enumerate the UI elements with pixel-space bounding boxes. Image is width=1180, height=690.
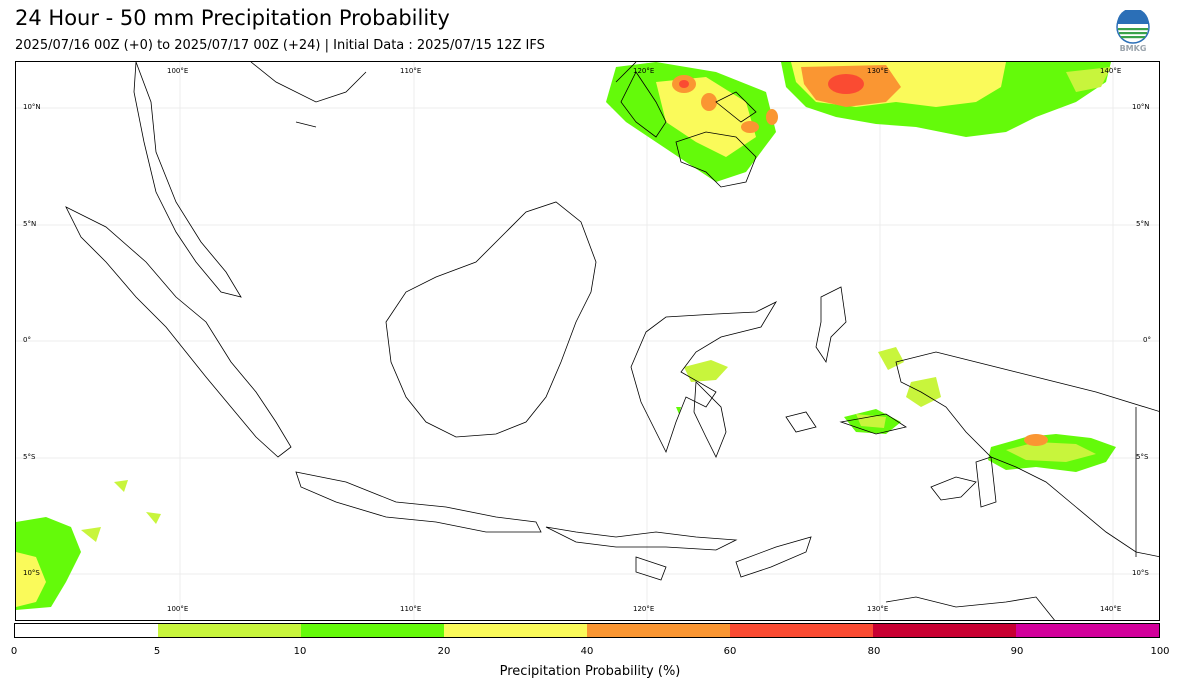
lon-tick-bottom-1: 100°E: [167, 605, 189, 613]
coastlines: [65, 62, 1159, 620]
colorbar-tick: 10: [293, 646, 307, 657]
lat-tick-left-1: 10°N: [23, 103, 41, 111]
chart-subtitle: 2025/07/16 00Z (+0) to 2025/07/17 00Z (+…: [15, 38, 545, 53]
lat-tick-right-2: 5°N: [1136, 220, 1150, 228]
lat-tick-right-5: 10°S: [1132, 569, 1149, 577]
colorbar-tick: 100: [1150, 646, 1170, 657]
colorbar-tick: 60: [723, 646, 737, 657]
lon-tick-top-3: 120°E: [633, 67, 655, 75]
lon-tick-top-4: 130°E: [867, 67, 889, 75]
bmkg-logo-icon: [1116, 10, 1150, 44]
colorbar: [14, 623, 1160, 638]
colorbar-bin-20-40: [444, 624, 587, 637]
lon-tick-bottom-4: 130°E: [867, 605, 889, 613]
lat-tick-left-5: 10°S: [23, 569, 40, 577]
colorbar-bin-5-10: [158, 624, 301, 637]
lon-tick-top-1: 100°E: [167, 67, 189, 75]
lon-tick-bottom-2: 110°E: [400, 605, 422, 613]
colorbar-tick: 40: [580, 646, 594, 657]
lon-tick-top-5: 140°E: [1100, 67, 1122, 75]
lat-tick-left-4: 5°S: [23, 453, 36, 461]
colorbar-tick: 5: [153, 646, 161, 657]
colorbar-tick: 0: [10, 646, 18, 657]
lat-tick-right-3: 0°: [1143, 336, 1151, 344]
lon-tick-bottom-5: 140°E: [1100, 605, 1122, 613]
lat-tick-right-4: 5°S: [1136, 453, 1149, 461]
graticule: [16, 62, 1159, 620]
lat-tick-right-1: 10°N: [1132, 103, 1150, 111]
logo-text: BMKG: [1119, 44, 1147, 53]
colorbar-bin-40-60: [587, 624, 730, 637]
colorbar-label: Precipitation Probability (%): [499, 664, 681, 679]
colorbar-bin-10-20: [301, 624, 444, 637]
colorbar-bin-90-100: [1016, 624, 1159, 637]
chart-title: 24 Hour - 50 mm Precipitation Probabilit…: [15, 6, 450, 30]
lat-tick-left-2: 5°N: [23, 220, 37, 228]
map-panel: 100°E 110°E 120°E 130°E 140°E 100°E 110°…: [15, 61, 1160, 621]
lat-tick-left-3: 0°: [23, 336, 31, 344]
colorbar-tick: 80: [867, 646, 881, 657]
precip-areas: [16, 62, 1116, 610]
colorbar-tick: 20: [437, 646, 451, 657]
colorbar-tick: 90: [1010, 646, 1024, 657]
lon-tick-bottom-3: 120°E: [633, 605, 655, 613]
lon-tick-top-2: 110°E: [400, 67, 422, 75]
colorbar-bin-0-5: [15, 624, 158, 637]
colorbar-bin-80-90: [873, 624, 1016, 637]
colorbar-bin-60-80: [730, 624, 873, 637]
map-canvas: [16, 62, 1159, 620]
